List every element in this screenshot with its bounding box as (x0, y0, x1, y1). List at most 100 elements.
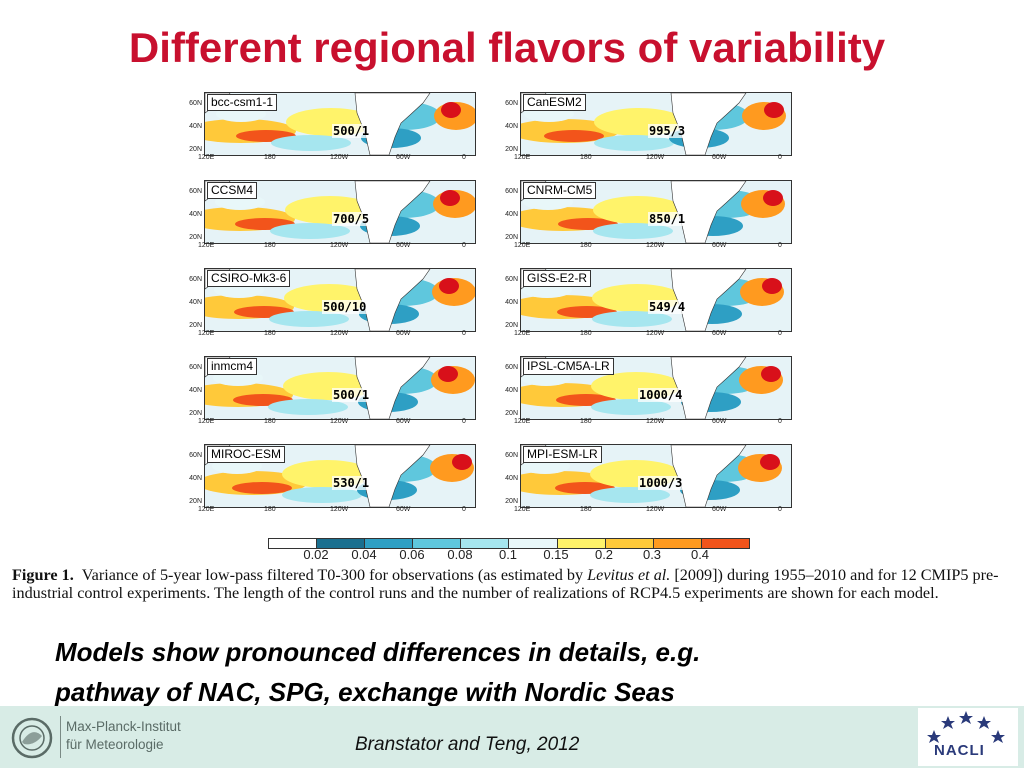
lon-tick-label: 60W (396, 506, 411, 513)
institute-line-1: Max-Planck-Institut (66, 719, 181, 734)
panel-model-name: bcc-csm1-1 (207, 94, 278, 111)
lat-tick-label: 40N (505, 475, 518, 482)
panel-run-ratio: 500/10 (322, 300, 368, 314)
lat-tick-label: 20N (505, 498, 518, 505)
footer-divider (60, 716, 61, 758)
lon-tick-label: 60W (396, 242, 411, 249)
colorbar-segment (509, 539, 558, 548)
lon-tick-label: 60W (712, 330, 727, 337)
mpi-logo-icon (11, 717, 53, 759)
variance-map (204, 92, 476, 156)
lon-tick-label: 180 (264, 506, 276, 513)
map-panel: CanESM2 995/3 60N 40N 20N 120E 180 120W 60W 0 (498, 86, 798, 164)
lon-tick-label: 120W (330, 506, 349, 513)
lat-tick-label: 40N (189, 123, 202, 130)
lon-tick-label: 180 (580, 330, 592, 337)
panel-model-name: CanESM2 (523, 94, 586, 111)
lat-tick-label: 40N (505, 299, 518, 306)
colorbar-tick-label: 0.08 (447, 547, 473, 562)
lon-tick-label: 60W (712, 154, 727, 161)
lat-tick-label: 40N (189, 475, 202, 482)
map-panel: bcc-csm1-1 500/1 60N 40N 20N 120E 180 120W 60W 0 (182, 86, 482, 164)
panel-run-ratio: 500/1 (332, 388, 371, 402)
panel-model-name: CNRM-CM5 (523, 182, 597, 199)
lat-tick-label: 20N (189, 146, 202, 153)
lon-tick-label: 0 (462, 242, 466, 249)
variance-map (520, 444, 792, 508)
map-panel: CNRM-CM5 850/1 60N 40N 20N 120E 180 120W 60W 0 (498, 174, 798, 252)
colorbar-segment (557, 539, 606, 548)
lon-tick-label: 120E (198, 242, 215, 249)
lat-tick-label: 20N (189, 234, 202, 241)
lat-tick-label: 60N (505, 452, 518, 459)
panel-run-ratio: 995/3 (648, 124, 687, 138)
footer-bar: Max-Planck-Institut für Meteorologie Bra… (0, 706, 1024, 768)
lon-tick-label: 120E (514, 242, 531, 249)
lon-tick-label: 120E (198, 506, 215, 513)
map-panel: MPI-ESM-LR 1000/3 60N 40N 20N 120E 180 120W 60W 0 (498, 438, 798, 516)
panel-run-ratio: 1000/3 (638, 476, 684, 490)
institute-name: Max-Planck-Institut für Meteorologie (66, 718, 181, 754)
lon-tick-label: 120E (514, 330, 531, 337)
lon-tick-label: 0 (462, 506, 466, 513)
slide-title: Different regional flavors of variabilit… (128, 24, 886, 71)
lat-tick-label: 60N (189, 452, 202, 459)
lon-tick-label: 60W (712, 242, 727, 249)
colorbar-tick-label: 0.02 (303, 547, 329, 562)
lon-tick-label: 120W (330, 154, 349, 161)
colorbar-segment (461, 539, 510, 548)
panel-run-ratio: 549/4 (648, 300, 687, 314)
summary-line-2: pathway of NAC, SPG, exchange with Nordi… (55, 677, 675, 707)
panel-model-name: MPI-ESM-LR (523, 446, 602, 463)
colorbar-labels: 0.02 0.04 0.06 0.08 0.1 0.15 0.2 0.3 0.4 (268, 547, 748, 563)
panel-run-ratio: 1000/4 (638, 388, 684, 402)
lat-tick-label: 60N (189, 364, 202, 371)
map-panel: IPSL-CM5A-LR 1000/4 60N 40N 20N 120E 180 120W 60… (498, 350, 798, 428)
map-panel: inmcm4 500/1 60N 40N 20N 120E 180 120W 60W 0 (182, 350, 482, 428)
lon-tick-label: 120W (646, 154, 665, 161)
lon-tick-label: 180 (264, 418, 276, 425)
lat-tick-label: 20N (505, 234, 518, 241)
variance-map (520, 268, 792, 332)
lon-tick-label: 120W (330, 242, 349, 249)
colorbar-segment (605, 539, 654, 548)
colorbar-segment (365, 539, 414, 548)
lon-tick-label: 60W (396, 330, 411, 337)
lon-tick-label: 180 (264, 154, 276, 161)
panel-model-name: GISS-E2-R (523, 270, 592, 287)
panel-run-ratio: 530/1 (332, 476, 371, 490)
lon-tick-label: 120W (646, 506, 665, 513)
colorbar-tick-label: 0.06 (399, 547, 425, 562)
lat-tick-label: 60N (189, 100, 202, 107)
variance-map (204, 356, 476, 420)
lon-tick-label: 180 (580, 242, 592, 249)
lat-tick-label: 60N (505, 188, 518, 195)
panel-model-name: IPSL-CM5A-LR (523, 358, 614, 375)
lon-tick-label: 0 (778, 330, 782, 337)
lon-tick-label: 120W (646, 418, 665, 425)
figure-caption: Figure 1. Variance of 5-year low-pass fil… (12, 566, 1022, 602)
lon-tick-label: 120W (646, 330, 665, 337)
caption-citation: Levitus et al. (587, 566, 671, 584)
panel-model-name: CCSM4 (207, 182, 258, 199)
colorbar-tick-label: 0.3 (642, 547, 662, 562)
lon-tick-label: 0 (778, 242, 782, 249)
lon-tick-label: 0 (778, 418, 782, 425)
colorbar-segment (413, 539, 462, 548)
lon-tick-label: 60W (712, 506, 727, 513)
lon-tick-label: 0 (462, 418, 466, 425)
map-panel: GISS-E2-R 549/4 60N 40N 20N 120E 180 120W 60W 0 (498, 262, 798, 340)
stars-icon (927, 711, 1005, 743)
caption-figure-label: Figure 1. (12, 566, 74, 584)
lon-tick-label: 120W (330, 330, 349, 337)
summary-line-1: Models show pronounced differences in de… (55, 637, 701, 667)
colorbar-tick-label: 0.15 (543, 547, 569, 562)
citation: Branstator and Teng, 2012 (355, 734, 580, 755)
caption-text-2: [2009]) during 1955–2010 and for 12 CMIP… (12, 566, 999, 602)
lon-tick-label: 120E (198, 418, 215, 425)
lat-tick-label: 20N (505, 146, 518, 153)
lon-tick-label: 180 (580, 418, 592, 425)
lon-tick-label: 60W (396, 154, 411, 161)
lon-tick-label: 120E (198, 330, 215, 337)
lat-tick-label: 60N (505, 100, 518, 107)
